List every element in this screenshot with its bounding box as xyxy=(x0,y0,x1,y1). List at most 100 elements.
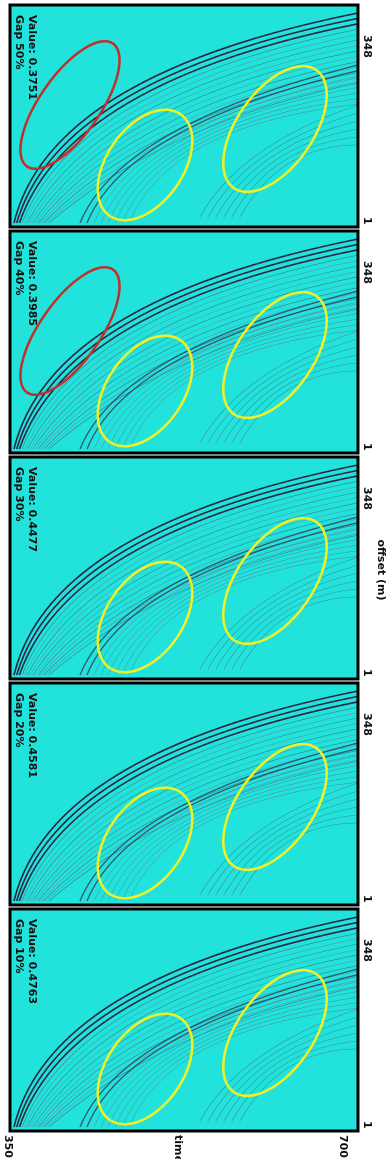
wavefront xyxy=(24,712,359,902)
highlight-ellipse xyxy=(96,786,194,900)
wavefront xyxy=(21,28,359,224)
panel-title: Gap 40% xyxy=(13,241,26,295)
reflection xyxy=(79,516,359,676)
panel-value: Value: 0.4477 xyxy=(26,467,39,552)
deep-event xyxy=(231,136,359,218)
wavefront xyxy=(27,265,359,450)
wavefront xyxy=(38,61,359,224)
reflection xyxy=(128,1007,359,1128)
deep-event xyxy=(239,822,359,896)
wavefront xyxy=(29,723,359,902)
reflection xyxy=(121,98,359,224)
wavefront xyxy=(15,695,359,902)
panel-border xyxy=(8,455,360,681)
deep-event xyxy=(199,1008,359,1122)
wavefront xyxy=(21,480,359,676)
panel-title: Gap 10% xyxy=(13,919,26,973)
wavefront xyxy=(24,260,359,450)
wavefront xyxy=(32,276,359,450)
reflection xyxy=(114,544,359,676)
wavefront xyxy=(48,760,359,902)
deep-event xyxy=(231,362,359,444)
wavefront xyxy=(46,77,359,224)
wavefront xyxy=(29,497,359,676)
wavefront xyxy=(15,243,359,450)
reflection xyxy=(128,781,359,902)
wavefront xyxy=(29,271,359,450)
deep-event xyxy=(239,596,359,670)
highlight-ellipse xyxy=(222,968,328,1098)
time-tick-label: 350 xyxy=(2,1135,15,1158)
deep-event xyxy=(239,370,359,444)
deep-event xyxy=(223,354,359,444)
wavefronts xyxy=(13,238,359,450)
highlight-ellipse xyxy=(96,560,194,674)
wavefront xyxy=(13,464,359,676)
reflection xyxy=(114,770,359,902)
wavefront xyxy=(27,717,359,902)
deep-event xyxy=(199,104,359,218)
wavefront xyxy=(13,916,359,1128)
reflection xyxy=(128,555,359,676)
offset-tick-label: 348 xyxy=(361,487,374,510)
reflection xyxy=(100,307,359,450)
wavefronts xyxy=(13,12,359,224)
wavefront xyxy=(46,981,359,1128)
deep-event xyxy=(199,556,359,670)
deep-event xyxy=(231,1040,359,1122)
wavefront xyxy=(13,690,359,902)
panel-value: Value: 0.4581 xyxy=(26,693,39,778)
deep-event xyxy=(207,112,359,218)
wavefront xyxy=(21,932,359,1128)
wavefront xyxy=(38,739,359,902)
wavefront xyxy=(48,534,359,676)
reflection xyxy=(121,550,359,676)
panel-value: Value: 0.4763 xyxy=(26,919,39,1004)
reflection xyxy=(100,759,359,902)
wavefront xyxy=(18,927,359,1128)
offset-tick-label: 1 xyxy=(361,443,374,451)
deep-event xyxy=(199,330,359,444)
reflection xyxy=(86,973,359,1128)
wavefront xyxy=(35,733,359,902)
wavefront xyxy=(29,45,359,224)
panel-value: Value: 0.3985 xyxy=(26,241,39,326)
wavefront xyxy=(32,728,359,902)
reflection xyxy=(79,290,359,450)
wavefront xyxy=(35,281,359,450)
wavefront xyxy=(18,475,359,676)
deep-event xyxy=(207,1016,359,1122)
panel-title: Gap 20% xyxy=(13,693,26,747)
wavefront xyxy=(18,249,359,450)
offset-tick-label: 348 xyxy=(361,939,374,962)
highlight-ellipse xyxy=(96,108,194,222)
wavefronts xyxy=(13,916,359,1128)
reflection xyxy=(107,765,359,902)
panel-border xyxy=(8,229,360,455)
highlight-ellipse xyxy=(222,64,328,194)
wavefront xyxy=(21,706,359,902)
wavefront xyxy=(32,502,359,676)
deep-event xyxy=(239,1048,359,1122)
reflection xyxy=(93,301,359,450)
reflection xyxy=(100,81,359,224)
highlight-ellipse-red xyxy=(19,265,121,397)
wavefront xyxy=(24,486,359,676)
panel-title: Gap 50% xyxy=(13,15,26,69)
reflection xyxy=(86,295,359,450)
offset-tick-label: 348 xyxy=(361,35,374,58)
wavefront xyxy=(46,755,359,902)
deep-event xyxy=(239,144,359,218)
deep-event xyxy=(215,1024,359,1122)
wavefront xyxy=(46,303,359,450)
deep-event xyxy=(223,806,359,896)
reflection xyxy=(93,527,359,676)
panel-border xyxy=(8,907,360,1133)
reflection xyxy=(121,776,359,902)
wavefront xyxy=(35,507,359,676)
reflection xyxy=(114,996,359,1128)
time-axis-label: time (s) xyxy=(172,1135,185,1159)
offset-tick-label: 348 xyxy=(361,713,374,736)
deep-event xyxy=(223,128,359,218)
panel-title: Gap 30% xyxy=(13,467,26,521)
